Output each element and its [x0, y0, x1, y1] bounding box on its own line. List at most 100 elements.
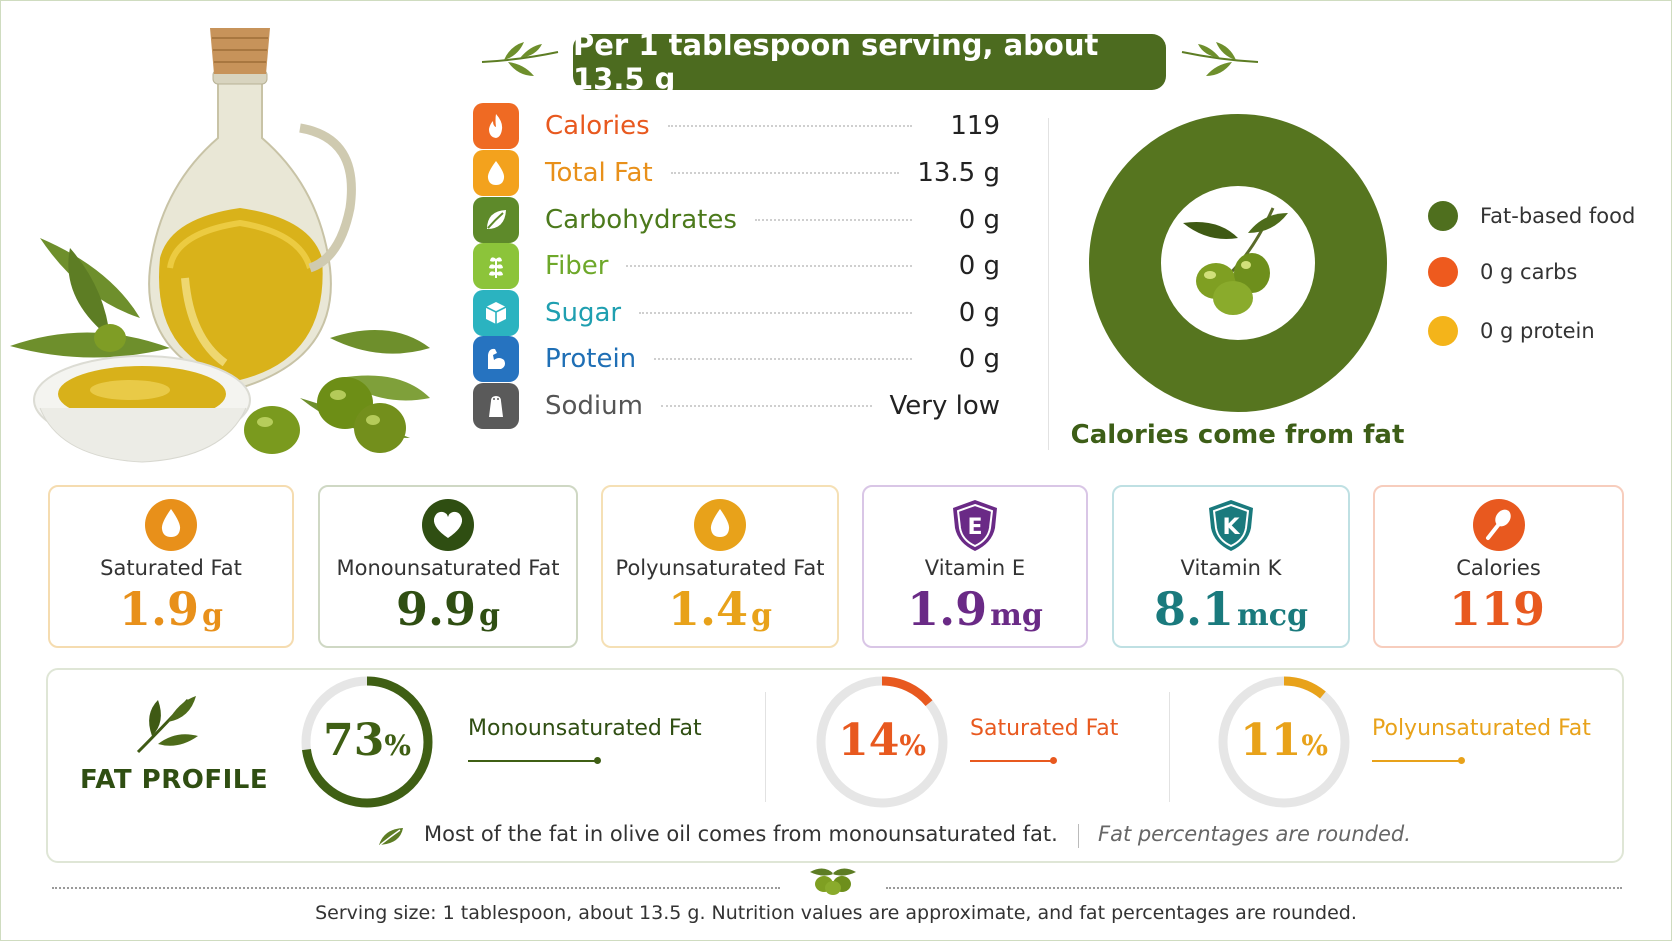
nutrient-label: Fiber — [545, 251, 609, 281]
ring-percent: 73% — [295, 715, 439, 766]
card-title: Polyunsaturated Fat — [615, 556, 825, 580]
card-number: 1.9 — [907, 582, 988, 636]
cube-icon — [473, 290, 519, 336]
olive-branch-icon — [1183, 207, 1288, 315]
donut-caption: Calories come from fat — [1070, 420, 1405, 450]
card-value: 9.9 g — [396, 582, 500, 636]
fat-profile-underline — [468, 760, 596, 762]
card-polyunsaturated-fat: Polyunsaturated Fat 1.4 g — [601, 485, 839, 648]
card-title: Vitamin E — [924, 556, 1026, 580]
legend-item: 0 g carbs — [1428, 256, 1577, 288]
salt-shaker-icon — [473, 383, 519, 429]
card-unit: g — [202, 598, 223, 633]
muscle-icon — [473, 336, 519, 382]
ring-percent: 11% — [1212, 715, 1356, 766]
card-unit: g — [479, 598, 500, 633]
nutrient-label: Sugar — [545, 298, 622, 328]
leaf-icon — [473, 197, 519, 243]
dotted-leader — [670, 172, 900, 174]
fat-profile-dot — [1050, 757, 1057, 764]
wheat-icon — [473, 243, 519, 289]
fat-profile-label: Saturated Fat — [970, 716, 1119, 741]
fat-profile-dot — [1458, 757, 1465, 764]
card-title: Calories — [1456, 556, 1541, 580]
card-value: 1.9 g — [119, 582, 223, 636]
fat-profile-label: Monounsaturated Fat — [468, 716, 702, 741]
fat-profile-label: Polyunsaturated Fat — [1372, 716, 1591, 741]
nutrient-row-carbohydrates: Carbohydrates 0 g — [473, 197, 1000, 243]
nutrient-value: 0 g — [958, 251, 1000, 281]
nutrient-label: Carbohydrates — [545, 205, 737, 235]
nutrient-row-sugar: Sugar 0 g — [473, 290, 1000, 336]
nutrient-label: Sodium — [545, 391, 643, 421]
percent-number: 14 — [838, 715, 900, 766]
spoon-icon — [1472, 499, 1525, 551]
fat-profile-title: FAT PROFILE — [80, 765, 269, 795]
legend-label: 0 g protein — [1480, 319, 1595, 343]
panel-divider — [1169, 692, 1170, 802]
serving-banner: Per 1 tablespoon serving, about 13.5 g — [573, 28, 1166, 96]
percent-number: 73 — [323, 715, 385, 766]
nutrient-row-fiber: Fiber 0 g — [473, 243, 1000, 289]
ring-percent: 14% — [810, 715, 954, 766]
fat-profile-underline — [970, 760, 1052, 762]
nutrient-value: 0 g — [958, 205, 1000, 235]
percent-sign: % — [899, 729, 926, 762]
footer-rule-left — [52, 887, 780, 889]
rounding-note: Fat percentages are rounded. — [1098, 822, 1411, 846]
note-separator — [1078, 824, 1079, 848]
nutrient-row-total-fat: Total Fat 13.5 g — [473, 150, 1000, 196]
nutrient-row-calories: Calories 119 — [473, 103, 1000, 149]
fat-profile-underline — [1372, 760, 1460, 762]
fat-ring-1 — [816, 676, 948, 808]
ring-progress-arc — [301, 676, 433, 808]
card-title: Vitamin K — [1180, 556, 1282, 580]
flame-icon — [473, 103, 519, 149]
heart-icon — [422, 499, 474, 551]
legend-swatch — [1428, 316, 1458, 346]
fat-ring-2 — [1218, 676, 1350, 808]
card-title: Saturated Fat — [100, 556, 242, 580]
card-calories: Calories 119 — [1373, 485, 1624, 648]
ring-progress-arc — [1218, 676, 1350, 808]
ring-progress-arc — [816, 676, 948, 808]
section-divider — [1048, 118, 1049, 450]
card-unit: mcg — [1237, 598, 1309, 633]
svg-text:K: K — [1222, 515, 1240, 540]
calories-donut-chart — [1089, 114, 1387, 412]
fat-ring-0 — [301, 676, 433, 808]
card-monounsaturated-fat: Monounsaturated Fat 9.9 g — [318, 485, 578, 648]
percent-number: 11 — [1240, 715, 1302, 766]
card-value: 1.4 g — [668, 582, 772, 636]
nutrient-row-protein: Protein 0 g — [473, 336, 1000, 382]
dotted-leader — [654, 358, 912, 360]
card-unit: mg — [990, 598, 1043, 633]
svg-text:E: E — [967, 515, 982, 540]
drop-icon — [473, 150, 519, 196]
fat-profile-dot — [594, 757, 601, 764]
legend-swatch — [1428, 201, 1458, 231]
card-number: 9.9 — [395, 582, 477, 636]
dotted-leader — [660, 405, 872, 407]
shield-k-icon: K — [1209, 500, 1253, 551]
nutrient-value: 13.5 g — [917, 158, 1000, 188]
legend-label: 0 g carbs — [1480, 260, 1578, 284]
shield-e-icon: E — [953, 500, 997, 551]
nutrient-value: Very low — [889, 391, 1001, 421]
nutrient-value: 0 g — [958, 344, 1000, 374]
dotted-leader — [667, 125, 912, 127]
olive-sprig-right-icon — [1181, 42, 1259, 76]
drop-icon — [145, 499, 197, 551]
card-unit: g — [751, 598, 772, 633]
fat-profile-panel — [46, 668, 1624, 863]
card-value: 8.1 mcg — [1154, 582, 1308, 636]
serving-footnote: Serving size: 1 tablespoon, about 13.5 g… — [315, 902, 1357, 924]
nutrient-row-sodium: Sodium Very low — [473, 383, 1000, 429]
legend-swatch — [1428, 257, 1458, 287]
nutrient-label: Calories — [545, 111, 650, 141]
dotted-leader — [639, 312, 912, 314]
card-number: 1.4 — [667, 582, 749, 636]
nutrient-value: 119 — [950, 111, 1000, 141]
nutrient-value: 0 g — [958, 298, 1000, 328]
dotted-leader — [754, 219, 912, 221]
